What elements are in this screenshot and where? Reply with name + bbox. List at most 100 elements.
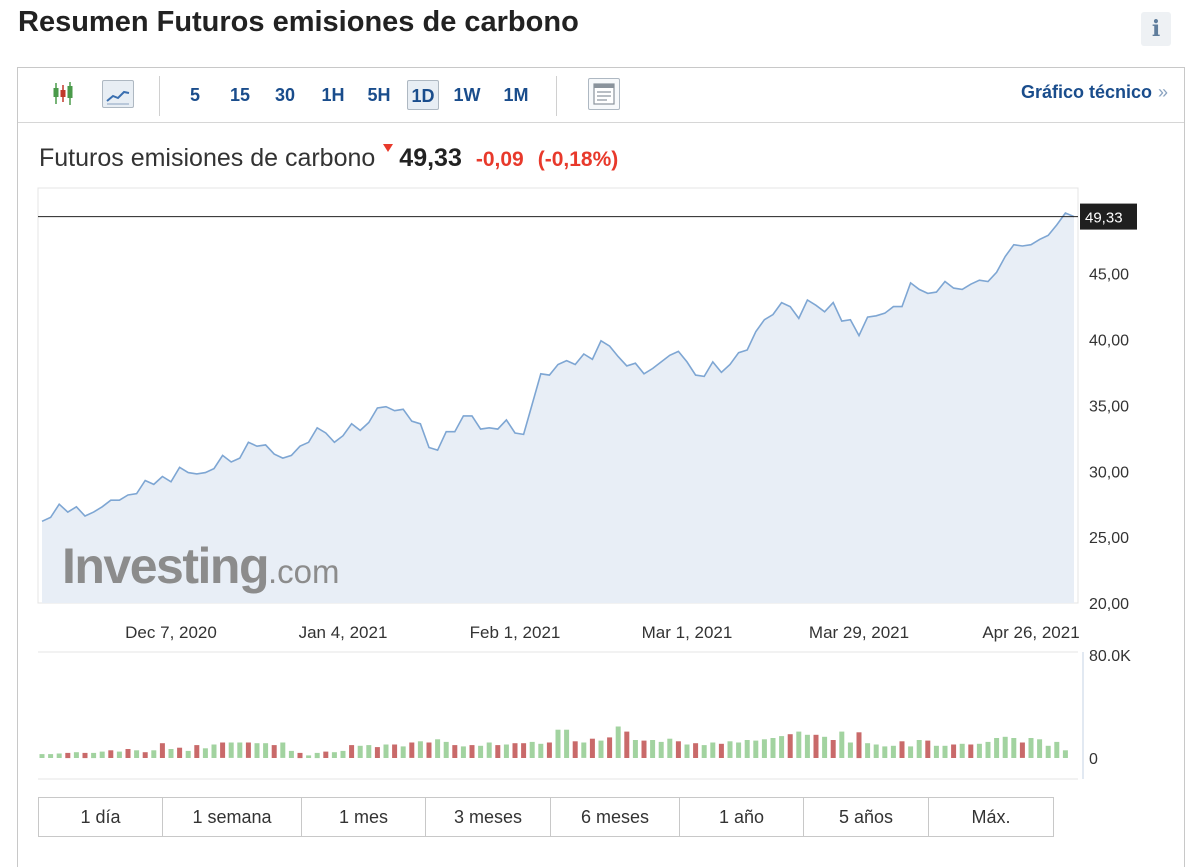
volume-bar [830,740,836,758]
toolbar-separator [159,76,160,116]
volume-bar [641,740,647,758]
volume-bar [822,736,828,758]
volume-bar [796,731,802,758]
volume-bar [426,742,432,758]
volume-bar [529,741,535,758]
time-range-selector: 1 día 1 semana 1 mes 3 meses 6 meses 1 año 5 a… [38,797,1054,837]
volume-bar [91,752,97,759]
interval-1d[interactable]: 1D [407,80,439,110]
volume-bar [994,738,1000,758]
interval-5h[interactable]: 5H [367,85,391,105]
range-button[interactable]: Máx. [929,798,1053,836]
volume-bar [478,745,484,758]
volume-bar [598,740,604,758]
volume-bar [804,734,810,758]
interval-1h[interactable]: 1H [321,85,345,105]
volume-bar [512,743,518,758]
volume-bar [271,745,277,758]
technical-chart-link[interactable]: Gráfico técnico» [1021,82,1168,103]
interval-30[interactable]: 30 [274,85,296,105]
line-chart-icon[interactable] [102,80,134,108]
down-arrow-icon [383,144,394,152]
volume-bar [254,743,260,758]
volume-bar [314,752,320,759]
volume-bar [1062,750,1068,758]
volume-bar [263,743,269,758]
volume-bar [73,752,79,758]
interval-1m[interactable]: 1M [503,85,529,105]
volume-bar [675,741,681,758]
price-chart: Investing.com 20,00 25,00 30,00 35,00 40,00 4… [37,187,1137,780]
range-button[interactable]: 1 semana [163,798,302,836]
page-title: Resumen Futuros emisiones de carbono [18,6,579,38]
volume-bar [280,742,286,758]
last-price-tag-label: 49,33 [1085,210,1123,227]
volume-bar [340,750,346,758]
volume-bar [813,734,819,758]
volume-bar [942,745,948,758]
price-line [41,212,1075,523]
chart-panel: 5 15 30 1H 5H 1D 1W 1M Gráfico técnico» Futuros… [17,67,1185,867]
volume-bar [1011,738,1017,758]
volume-bar [48,754,54,758]
volume-bar [959,743,965,758]
volume-bar [770,738,776,758]
volume-bar [82,752,88,759]
volume-bar [1045,745,1051,758]
instrument-name: Futuros emisiones de carbono [39,144,376,172]
news-table-icon[interactable] [588,78,620,110]
volume-bar [108,750,114,758]
volume-bar [323,751,329,758]
volume-bar [555,729,561,758]
interval-5[interactable]: 5 [189,85,200,105]
volume-bar [288,750,294,758]
info-icon[interactable]: i [1141,12,1171,46]
volume-bar [417,741,423,758]
chart-toolbar: 5 15 30 1H 5H 1D 1W 1M Gráfico técnico» [18,68,1184,123]
volume-bar [194,745,200,758]
volume-bar [151,750,157,758]
volume-bar [357,745,363,758]
watermark-brand: Investing [62,538,268,594]
volume-bar [701,745,707,758]
range-button[interactable]: 1 año [680,798,804,836]
volume-bar [890,745,896,758]
volume-bar [916,740,922,758]
volume-bar [185,750,191,758]
volume-bar [1037,739,1043,758]
volume-bar [693,743,699,758]
volume-y-tick-label: 80.0K [1089,648,1131,665]
volume-bar [624,731,630,758]
volume-bar [1028,738,1034,758]
volume-bar [39,754,45,758]
volume-bar [56,753,62,758]
volume-bar [452,745,458,758]
volume-bar [667,738,673,758]
volume-bar [331,752,337,758]
range-button[interactable]: 1 mes [302,798,426,836]
x-tick-label: Feb 1, 2021 [470,623,561,642]
volume-bar [753,740,759,758]
volume-bar [306,755,312,758]
range-button[interactable]: 5 años [804,798,929,836]
price-change: -0,09 [475,148,524,171]
y-tick-label: 20,00 [1089,596,1129,613]
x-tick-label: Dec 7, 2020 [125,623,217,642]
volume-bar [650,740,656,758]
candlestick-icon[interactable] [50,80,82,108]
volume-bar [366,745,372,758]
interval-1w[interactable]: 1W [453,85,481,105]
volume-bar [374,747,380,758]
interval-15[interactable]: 15 [229,85,251,105]
volume-bar [495,745,501,758]
volume-bar [400,746,406,758]
range-button[interactable]: 3 meses [426,798,551,836]
toolbar-separator [556,76,557,116]
volume-bar [237,742,243,758]
volume-bar [245,742,251,758]
volume-bar [177,747,183,758]
x-tick-label: Mar 29, 2021 [809,623,909,642]
range-button[interactable]: 1 día [39,798,163,836]
volume-bar [486,742,492,758]
range-button[interactable]: 6 meses [551,798,680,836]
